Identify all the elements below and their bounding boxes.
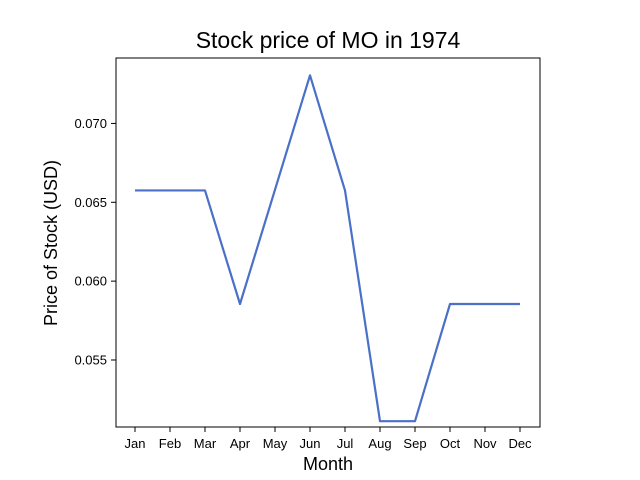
x-tick-label: Jun xyxy=(300,436,321,451)
x-tick-label: Jan xyxy=(125,436,146,451)
y-tick-label: 0.055 xyxy=(74,352,107,367)
x-axis-label: Month xyxy=(303,454,353,474)
y-tick-label: 0.060 xyxy=(74,274,107,289)
y-axis-label: Price of Stock (USD) xyxy=(41,160,61,326)
x-tick-label: Dec xyxy=(508,436,532,451)
y-tick-label: 0.065 xyxy=(74,195,107,210)
x-tick-label: Apr xyxy=(230,436,251,451)
x-tick-label: May xyxy=(263,436,288,451)
chart-title: Stock price of MO in 1974 xyxy=(196,27,461,53)
x-tick-label: Feb xyxy=(159,436,181,451)
plot-frame xyxy=(115,57,541,428)
x-tick-label: Oct xyxy=(440,436,461,451)
x-axis: Jan Feb Mar Apr May Jun Jul Aug Sep Oct Nov Dec xyxy=(125,427,532,451)
y-tick-label: 0.070 xyxy=(74,116,107,131)
x-tick-label: Aug xyxy=(368,436,391,451)
x-tick-label: Mar xyxy=(194,436,217,451)
y-axis: 0.055 0.060 0.065 0.070 xyxy=(74,116,116,367)
x-tick-label: Nov xyxy=(473,436,497,451)
x-tick-label: Jul xyxy=(337,436,354,451)
x-tick-label: Sep xyxy=(403,436,426,451)
series-line xyxy=(135,74,520,423)
